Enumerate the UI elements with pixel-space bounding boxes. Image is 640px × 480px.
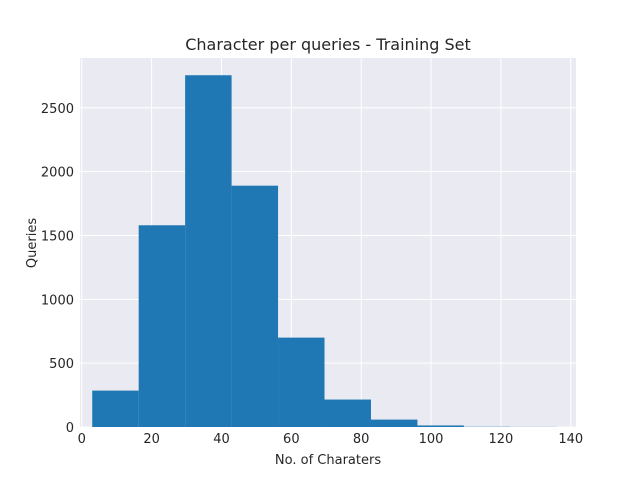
histogram-bar-3 [185,75,232,427]
x-tick-label: 140 [558,432,583,447]
histogram-bar-2 [138,225,186,427]
histogram-bar-1 [92,390,139,427]
x-axis-label: No. of Charaters [275,453,381,468]
x-tick-label: 60 [283,432,300,447]
y-axis-label: Queries [25,218,40,268]
histogram-bar-5 [278,337,325,427]
histogram-bar-4 [231,185,279,427]
histogram-bar-6 [324,399,371,427]
x-tick-label: 80 [353,432,370,447]
chart-title: Character per queries - Training Set [185,35,471,54]
x-tick-label: 0 [78,432,86,447]
y-tick-label: 2000 [41,166,74,181]
x-axis-ticks: 0 20 40 60 80 100 120 140 [78,432,584,447]
histogram-bars [92,75,557,427]
x-tick-label: 120 [488,432,513,447]
x-tick-label: 40 [213,432,230,447]
y-axis-ticks: 0 500 1000 1500 2000 2500 [41,102,74,436]
x-tick-label: 20 [143,432,160,447]
y-tick-label: 1500 [41,229,74,244]
y-tick-label: 0 [66,421,74,436]
x-tick-label: 100 [419,432,444,447]
y-tick-label: 1000 [41,293,74,308]
histogram-bar-8 [417,425,464,427]
y-tick-label: 2500 [41,102,74,117]
histogram-bar-7 [370,419,418,427]
y-tick-label: 500 [49,357,74,372]
